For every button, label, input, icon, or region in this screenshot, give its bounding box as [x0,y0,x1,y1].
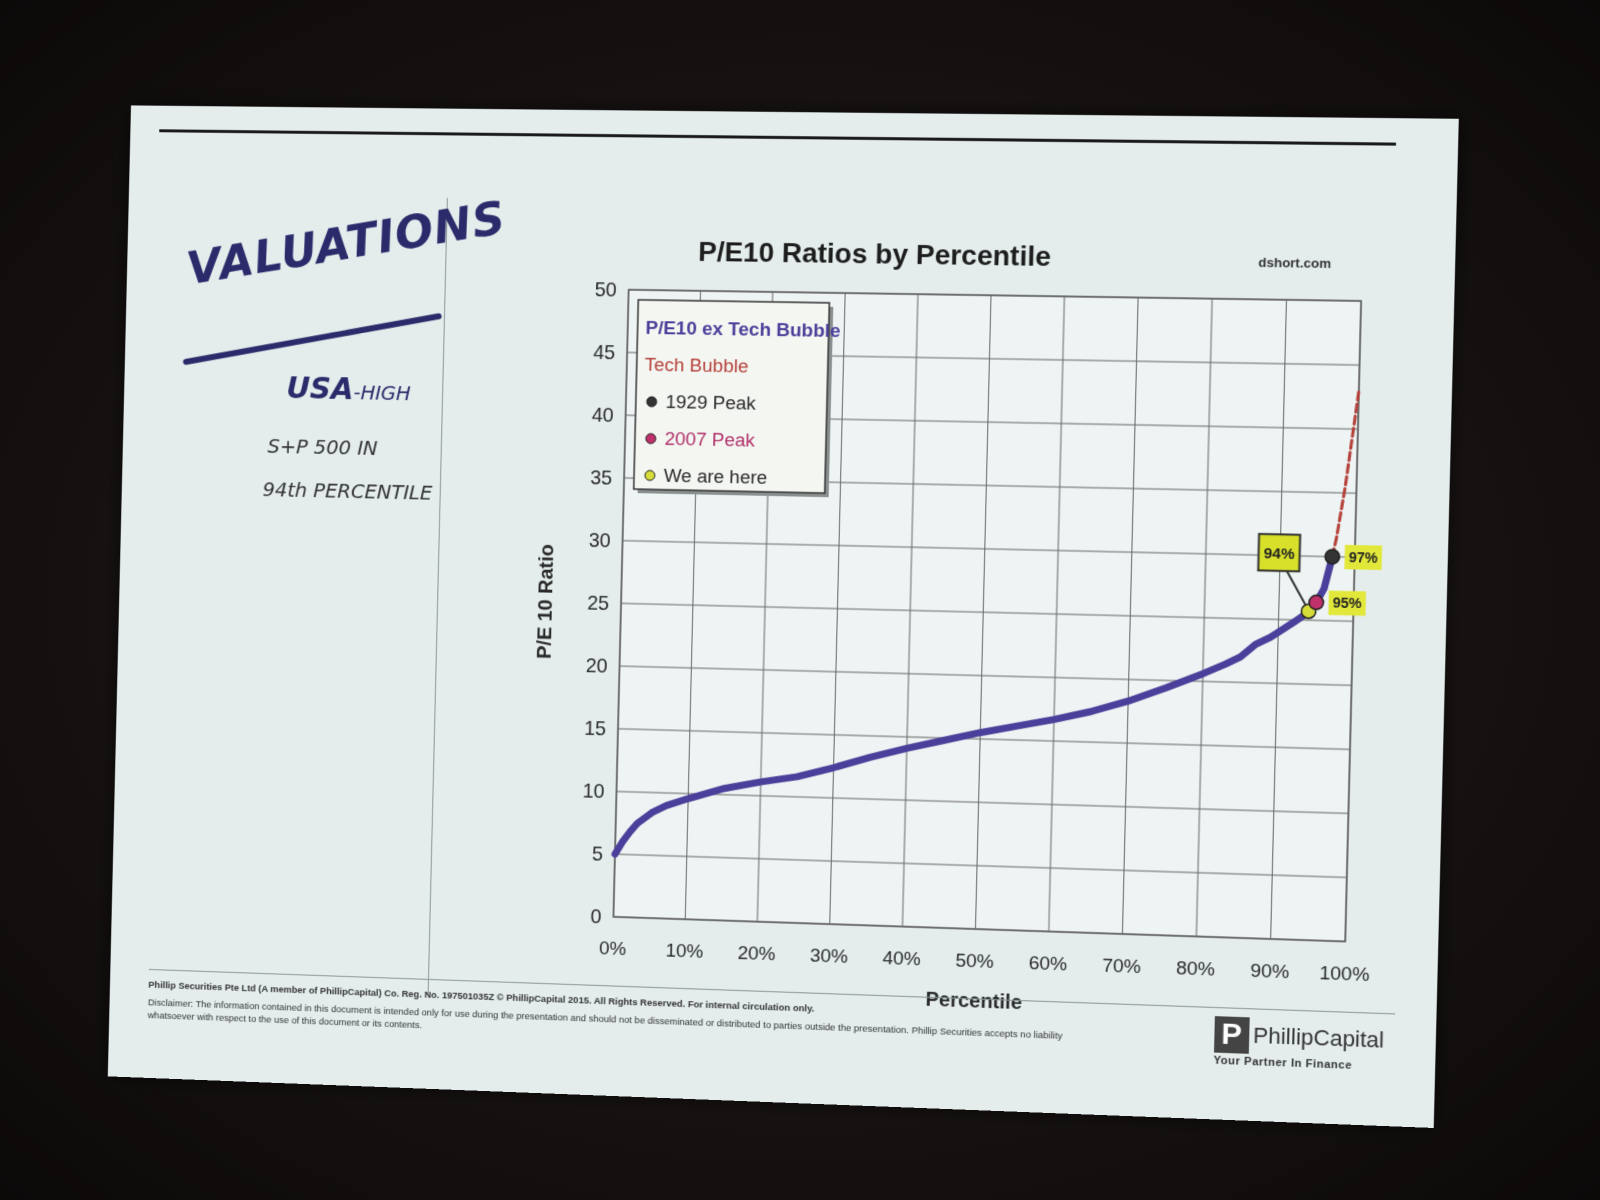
company-logo: P PhillipCapital Your Partner In Finance [1213,1016,1384,1073]
y-tick-label: 25 [587,592,609,615]
legend-label: 2007 Peak [664,428,755,451]
x-tick-label: 40% [882,947,921,970]
title-underline [183,313,443,365]
chart-title: P/E10 Ratios by Percentile [698,236,1052,272]
legend-label: We are here [664,465,768,488]
marker-1929-peak [1325,549,1340,564]
marker-2007-peak [1309,595,1324,610]
x-tick-label: 90% [1250,959,1290,982]
annotation-label: 97% [1349,549,1378,566]
y-axis-label: P/E 10 Ratio [534,544,559,659]
note-sp500: S+P 500 IN [267,434,378,460]
x-tick-label: 70% [1102,954,1142,977]
y-tick-label: 50 [595,279,618,301]
chart: P/E10 Ratios by Percentile dshort.com 0 5… [439,218,1425,1046]
chart-svg: P/E10 Ratios by Percentile dshort.com 0 5… [439,218,1425,1046]
legend-label: 1929 Peak [665,391,756,414]
chart-legend: P/E10 ex Tech Bubble Tech Bubble 1929 Peak… [634,300,842,498]
y-tick-label: 35 [590,467,612,490]
chart-source: dshort.com [1258,255,1331,271]
x-tick-label: 50% [955,949,994,972]
note-percentile: 94th PERCENTILE [262,477,432,504]
note-usa-high: USA-HIGH [286,371,411,408]
legend-dot [646,434,656,444]
x-tick-label: 30% [810,944,849,967]
legend-label: Tech Bubble [644,354,748,377]
legend-label: P/E10 ex Tech Bubble [645,317,841,341]
logo-tagline: Your Partner In Finance [1213,1055,1383,1074]
legend-dot [647,397,657,407]
y-tick-label: 40 [592,404,614,427]
y-tick-label: 5 [592,843,604,865]
x-tick-labels: 0% 10% 20% 30% 40% 50% 60% 70% 80% 90% 100% [599,937,1370,985]
annotation-label: 95% [1333,595,1362,612]
x-tick-label: 20% [737,942,776,965]
legend-dot [645,470,655,480]
note-high: -HIGH [353,380,411,405]
x-tick-label: 80% [1176,957,1216,980]
logo-mark: P [1214,1016,1250,1054]
slide: VALUATIONS USA-HIGH S+P 500 IN 94th PERC… [108,105,1459,1128]
y-tick-label: 15 [584,718,606,741]
y-tick-label: 20 [585,655,607,678]
x-tick-label: 60% [1029,952,1068,975]
x-tick-label: 0% [599,937,627,959]
logo-name: PhillipCapital [1253,1023,1385,1053]
y-tick-labels: 0 5 10 15 20 25 30 35 40 45 50 [579,279,617,928]
y-tick-label: 30 [588,530,610,553]
y-tick-label: 0 [590,906,602,928]
annotation-label: 94% [1264,546,1295,563]
x-tick-label: 10% [665,939,704,961]
y-tick-label: 45 [593,342,616,365]
x-tick-label: 100% [1319,962,1370,985]
note-usa: USA [286,371,354,407]
y-tick-label: 10 [582,780,604,803]
top-rule [159,129,1396,145]
